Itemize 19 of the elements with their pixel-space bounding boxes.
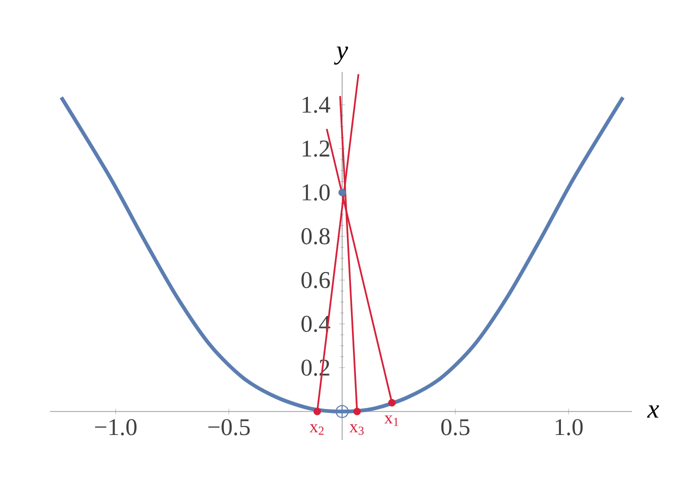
point xyxy=(336,404,349,418)
y-axis-title: y xyxy=(334,46,348,65)
point xyxy=(338,188,346,196)
x-tick-label: −0.5 xyxy=(208,419,250,436)
point xyxy=(313,408,321,416)
y-tick-label: 1.0 xyxy=(302,184,330,201)
x-tick-label: 0.5 xyxy=(441,419,470,436)
annotation: x$_{1}$ xyxy=(384,415,398,426)
x-axis-title: x xyxy=(647,405,660,418)
y-tick-label: 1.2 xyxy=(302,140,330,157)
x-tick-label: 1.0 xyxy=(556,419,583,436)
point xyxy=(388,399,396,406)
x-tick-label: −1.0 xyxy=(95,419,137,436)
annotation: x$_{3}$ xyxy=(350,424,364,435)
point xyxy=(353,408,361,416)
y-tick-label: 1.4 xyxy=(302,96,330,113)
annotation: x$_{2}$ xyxy=(310,424,324,435)
y-tick-label: 0.6 xyxy=(302,272,330,288)
y-tick-label: 0.8 xyxy=(302,228,330,244)
